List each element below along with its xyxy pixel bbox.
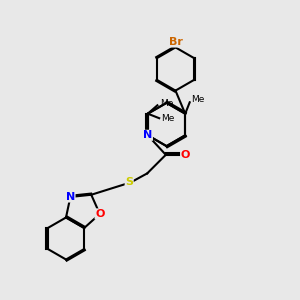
Text: O: O: [181, 150, 190, 160]
Text: Br: Br: [169, 37, 182, 47]
Text: Me: Me: [162, 114, 175, 123]
Text: Me: Me: [160, 99, 173, 108]
Text: O: O: [95, 209, 104, 219]
Text: S: S: [125, 177, 133, 188]
Text: Me: Me: [191, 95, 205, 104]
Text: N: N: [66, 192, 75, 202]
Text: N: N: [143, 130, 152, 140]
